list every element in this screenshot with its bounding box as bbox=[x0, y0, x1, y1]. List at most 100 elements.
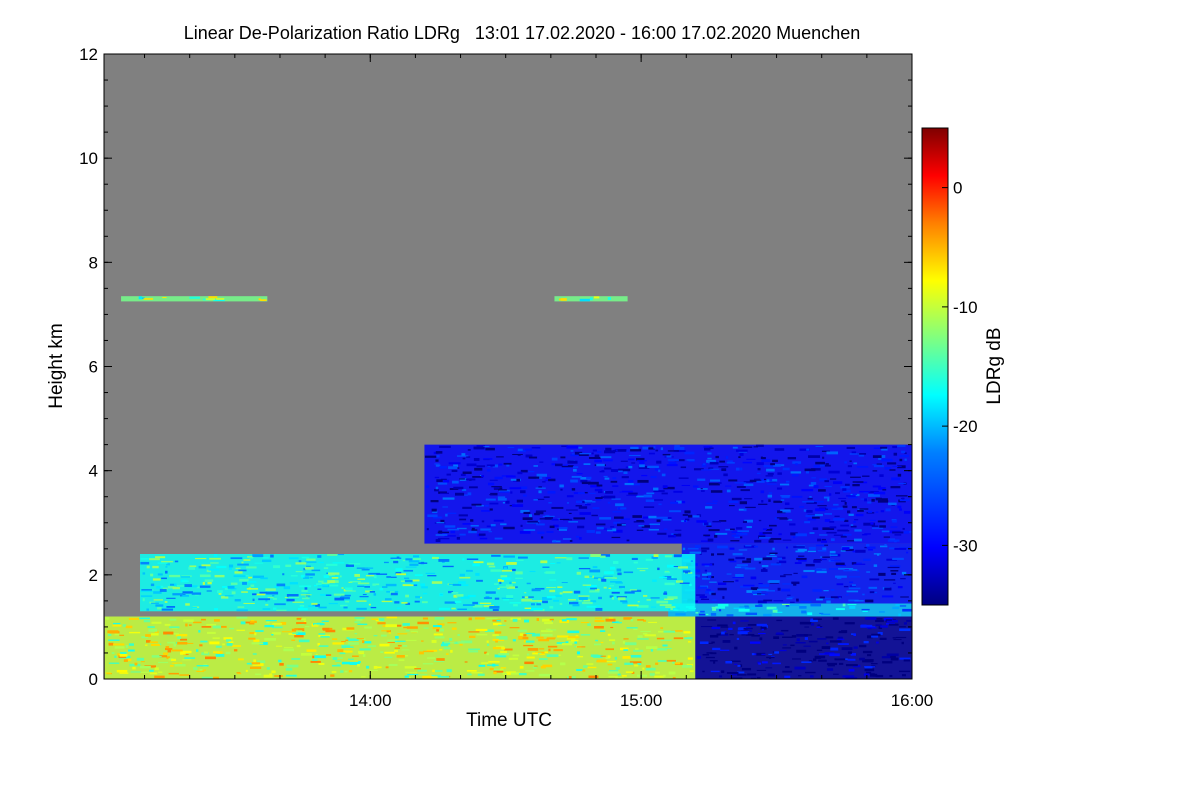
data-pixel bbox=[107, 630, 119, 634]
data-pixel bbox=[589, 297, 593, 301]
data-pixel bbox=[658, 469, 661, 473]
data-pixel bbox=[835, 492, 840, 495]
data-pixel bbox=[694, 545, 701, 548]
data-pixel bbox=[728, 558, 735, 561]
data-pixel bbox=[853, 633, 856, 637]
data-pixel bbox=[173, 643, 176, 647]
data-pixel bbox=[362, 640, 365, 644]
data-pixel bbox=[231, 645, 241, 647]
data-pixel bbox=[402, 584, 415, 587]
data-pixel bbox=[702, 670, 705, 673]
data-pixel bbox=[588, 457, 601, 459]
data-pixel bbox=[793, 583, 797, 586]
data-pixel bbox=[404, 577, 410, 579]
data-pixel bbox=[892, 446, 898, 449]
data-pixel bbox=[598, 491, 603, 494]
data-pixel bbox=[844, 519, 849, 522]
data-pixel bbox=[317, 643, 320, 646]
data-pixel bbox=[595, 639, 599, 642]
data-pixel bbox=[489, 667, 494, 671]
data-pixel bbox=[413, 584, 418, 587]
data-pixel bbox=[709, 462, 719, 465]
data-pixel bbox=[243, 559, 251, 561]
data-pixel bbox=[845, 594, 849, 596]
data-pixel bbox=[729, 634, 734, 636]
data-pixel bbox=[663, 528, 668, 531]
data-pixel bbox=[769, 552, 778, 554]
data-pixel bbox=[820, 464, 831, 467]
data-pixel bbox=[537, 520, 541, 523]
data-pixel bbox=[265, 588, 276, 591]
data-pixel bbox=[821, 538, 826, 541]
data-pixel bbox=[492, 646, 502, 650]
data-pixel bbox=[414, 600, 420, 603]
data-pixel bbox=[631, 671, 635, 674]
data-pixel bbox=[475, 572, 480, 576]
data-pixel bbox=[522, 494, 527, 497]
data-pixel bbox=[593, 643, 602, 646]
data-pixel bbox=[228, 566, 233, 570]
data-pixel bbox=[145, 644, 148, 646]
data-pixel bbox=[608, 675, 618, 678]
data-pixel bbox=[799, 448, 810, 451]
data-pixel bbox=[855, 549, 866, 553]
data-pixel bbox=[864, 617, 877, 620]
data-pixel bbox=[628, 492, 638, 495]
data-pixel bbox=[161, 560, 173, 563]
data-pixel bbox=[890, 570, 899, 572]
data-pixel bbox=[234, 571, 243, 574]
data-pixel bbox=[745, 628, 748, 630]
data-pixel bbox=[356, 617, 363, 621]
data-pixel bbox=[390, 592, 398, 596]
data-pixel bbox=[817, 538, 822, 542]
data-pixel bbox=[487, 482, 495, 486]
data-pixel bbox=[776, 517, 788, 519]
data-pixel bbox=[196, 586, 201, 589]
data-pixel bbox=[840, 500, 846, 502]
colorbar-axis: 0-10-20-30 bbox=[942, 179, 978, 555]
data-pixel bbox=[345, 587, 353, 591]
data-pixel bbox=[534, 512, 540, 516]
data-pixel bbox=[884, 467, 892, 470]
region-aerosol-layers bbox=[140, 554, 696, 612]
data-pixel bbox=[653, 446, 656, 449]
data-pixel bbox=[468, 530, 477, 534]
data-pixel bbox=[417, 621, 429, 625]
data-pixel bbox=[698, 586, 708, 589]
data-pixel bbox=[289, 582, 299, 585]
region-low-cloud-precip bbox=[695, 616, 912, 679]
data-pixel bbox=[536, 603, 542, 606]
data-pixel bbox=[794, 562, 802, 565]
x-tick-label: 16:00 bbox=[891, 691, 934, 710]
data-pixel bbox=[829, 520, 835, 523]
data-pixel bbox=[899, 454, 909, 458]
data-pixel bbox=[775, 611, 783, 613]
data-pixel bbox=[370, 606, 377, 609]
data-pixel bbox=[332, 657, 338, 661]
data-pixel bbox=[851, 506, 857, 509]
data-pixel bbox=[181, 594, 189, 597]
data-pixel bbox=[722, 640, 731, 643]
data-pixel bbox=[368, 603, 371, 606]
data-pixel bbox=[826, 662, 838, 666]
data-pixel bbox=[540, 630, 553, 633]
data-pixel bbox=[452, 584, 462, 586]
data-pixel bbox=[868, 490, 879, 494]
data-pixel bbox=[401, 602, 408, 604]
data-pixel bbox=[537, 601, 543, 605]
data-pixel bbox=[824, 544, 829, 546]
data-pixel bbox=[153, 591, 162, 594]
data-pixel bbox=[481, 475, 485, 478]
data-pixel bbox=[880, 625, 888, 628]
data-pixel bbox=[650, 649, 654, 652]
data-pixel bbox=[233, 575, 246, 578]
data-pixel bbox=[356, 600, 367, 602]
data-pixel bbox=[359, 648, 371, 651]
data-pixel bbox=[603, 586, 607, 589]
data-pixel bbox=[272, 623, 283, 625]
data-pixel bbox=[112, 624, 122, 627]
data-pixel bbox=[225, 639, 232, 642]
data-pixel bbox=[610, 480, 618, 483]
data-pixel bbox=[740, 467, 743, 471]
data-pixel bbox=[432, 556, 439, 559]
